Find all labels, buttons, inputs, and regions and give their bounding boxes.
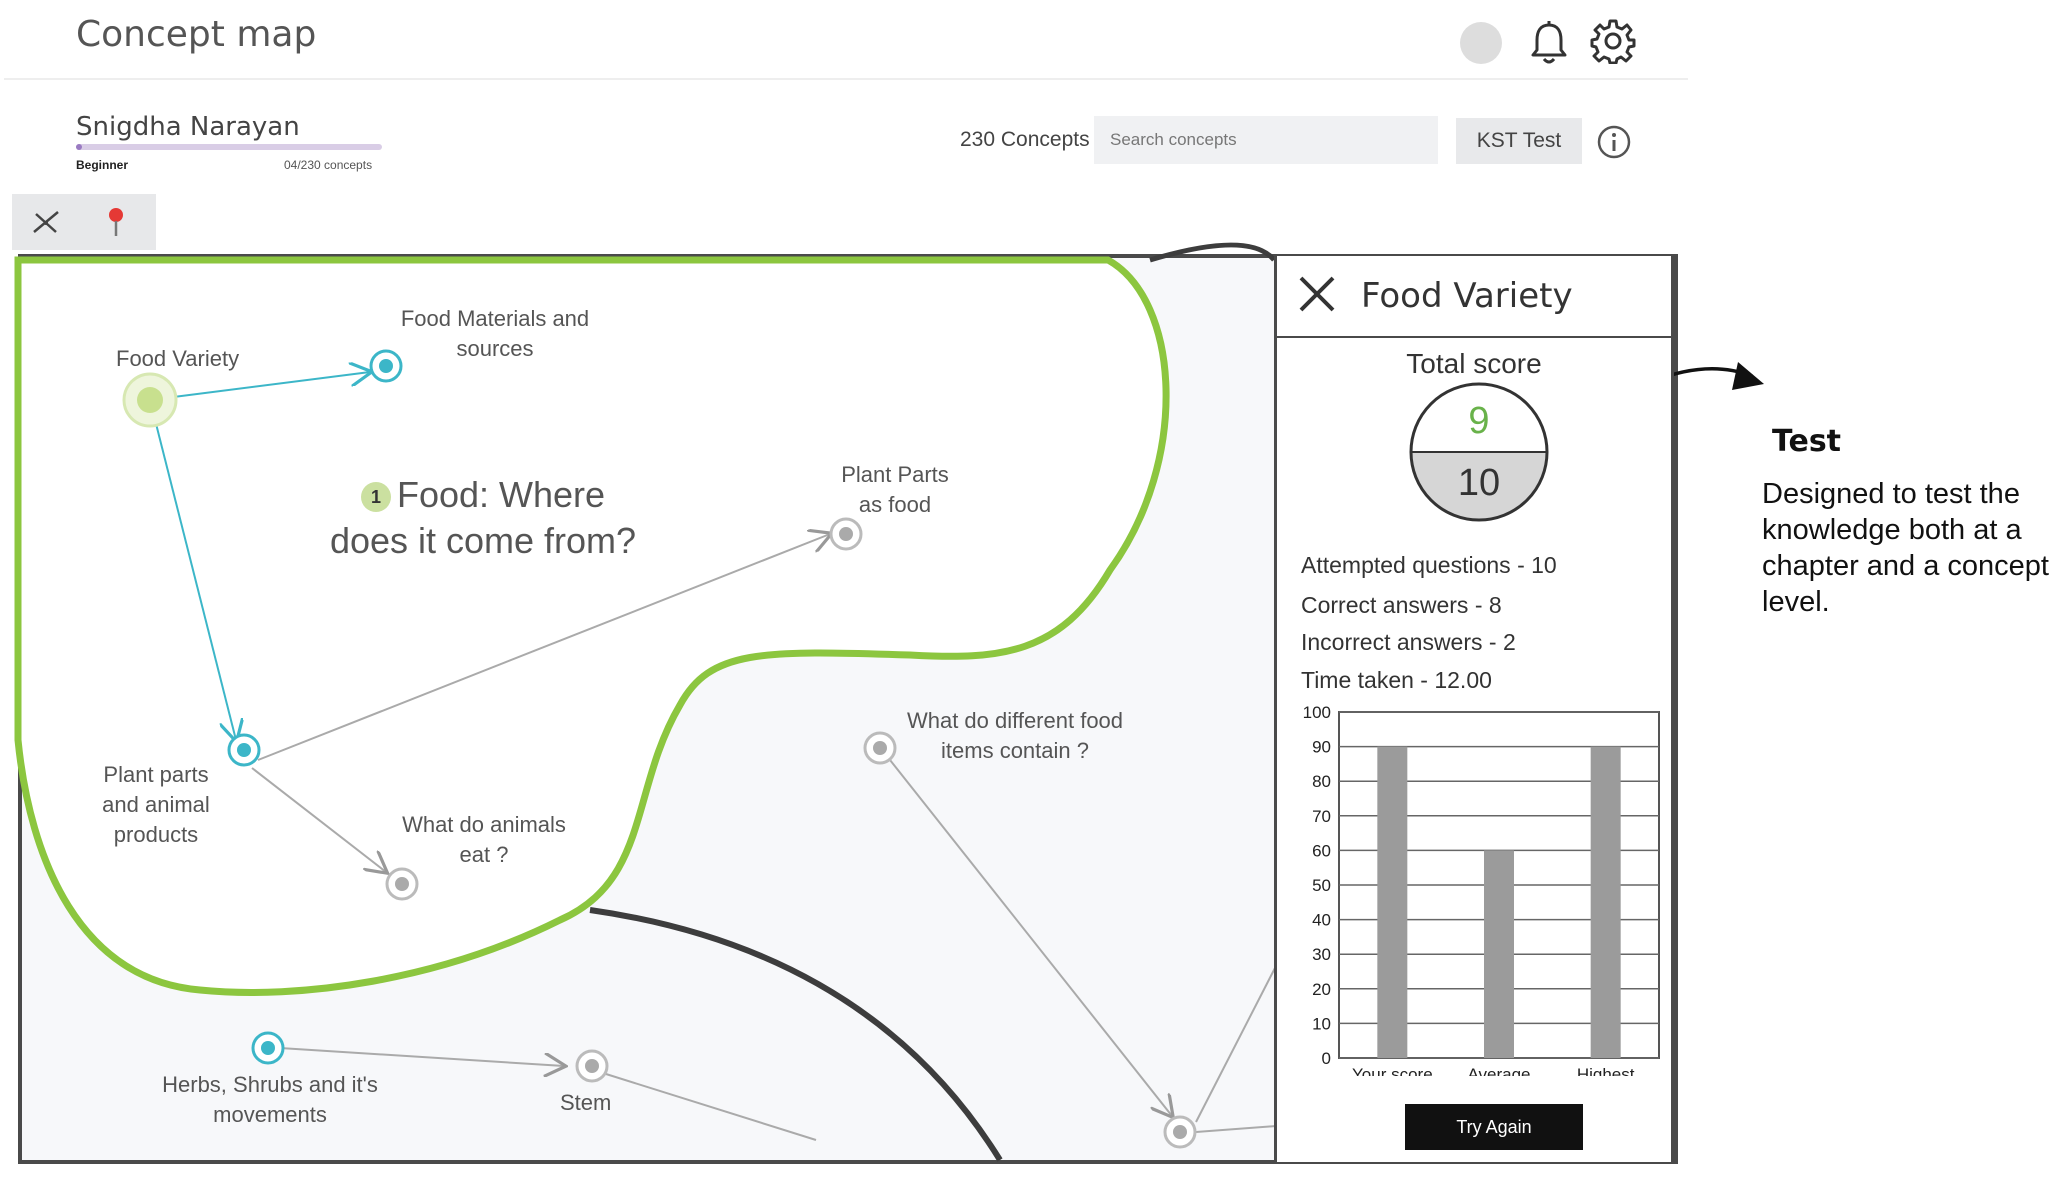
- header-divider: [4, 78, 1688, 80]
- edge: [889, 759, 1172, 1116]
- score-total: 10: [1457, 462, 1501, 504]
- node-stem-core: [585, 1059, 599, 1073]
- chart-ytick-label: 20: [1312, 980, 1331, 999]
- chart-ytick-label: 90: [1312, 738, 1331, 757]
- bell-icon[interactable]: [1528, 20, 1570, 66]
- chapter-title-text: Food: Where does it come from?: [329, 474, 637, 561]
- node-plant-parts-food-core: [839, 527, 853, 541]
- user-name: Snigdha Narayan: [76, 112, 300, 142]
- chart-category-label: Your score: [1352, 1065, 1433, 1076]
- chart-ytick-label: 50: [1312, 876, 1331, 895]
- edge: [251, 767, 386, 872]
- label-plant-parts-products[interactable]: Plant parts and animal products: [102, 762, 210, 847]
- chart-bar: [1484, 850, 1514, 1058]
- chapter-title[interactable]: 1 Food: Where does it come from?: [318, 472, 648, 564]
- edge: [1195, 965, 1277, 1123]
- edge: [149, 372, 370, 401]
- kst-test-button[interactable]: KST Test: [1456, 118, 1582, 164]
- chart-ytick-label: 30: [1312, 945, 1331, 964]
- node-stem[interactable]: [575, 1049, 609, 1083]
- panel-title: Food Variety: [1361, 276, 1573, 316]
- chart-ytick-label: 70: [1312, 807, 1331, 826]
- try-again-button[interactable]: Try Again: [1405, 1104, 1583, 1150]
- node-animals-eat-core: [395, 877, 409, 891]
- chart-ytick-label: 40: [1312, 911, 1331, 930]
- chart-category-label: Highest: [1577, 1065, 1635, 1076]
- node-plant-parts-food[interactable]: [829, 517, 863, 551]
- scissors-icon[interactable]: [26, 202, 66, 242]
- node-unlabeled-core: [1173, 1125, 1187, 1139]
- score-value: 9: [1468, 400, 1490, 442]
- node-food-items-core: [873, 741, 887, 755]
- chart-ytick-label: 80: [1312, 772, 1331, 791]
- label-food-materials[interactable]: Food Materials and sources: [400, 306, 590, 361]
- user-progress-bar: [76, 144, 382, 150]
- stat-incorrect: Incorrect answers - 2: [1301, 629, 1516, 655]
- annotation-body: Designed to test the knowledge both at a…: [1762, 478, 2049, 618]
- chart-ytick-label: 60: [1312, 841, 1331, 860]
- node-food-variety[interactable]: [122, 372, 178, 428]
- chart-bar: [1377, 746, 1408, 1058]
- stat-time: Time taken - 12.00: [1301, 667, 1492, 693]
- pin-icon[interactable]: [96, 202, 136, 242]
- close-icon[interactable]: [1297, 274, 1337, 314]
- edge: [1195, 1125, 1277, 1133]
- edge: [149, 399, 236, 740]
- annotation-title: Test: [1772, 424, 1842, 459]
- chart-category-label: Average: [1467, 1065, 1530, 1076]
- region-boundary: [589, 907, 1003, 1162]
- test-result-panel: Food Variety Total score 9 10 Attempted …: [1274, 254, 1674, 1162]
- concept-count: 230 Concepts: [960, 128, 1090, 151]
- label-food-variety[interactable]: Food Variety: [116, 346, 240, 371]
- node-herbs[interactable]: [251, 1031, 285, 1065]
- node-plant-parts-products-core: [237, 743, 251, 757]
- score-label: Total score: [1406, 348, 1542, 379]
- label-herbs[interactable]: Herbs, Shrubs and it's movements: [162, 1072, 378, 1127]
- edge: [279, 1047, 564, 1066]
- node-food-items[interactable]: [863, 731, 897, 765]
- label-stem[interactable]: Stem: [560, 1090, 612, 1115]
- annotation-arrowhead: [1732, 362, 1764, 390]
- edge: [257, 534, 830, 761]
- label-food-items[interactable]: What do different food items contain ?: [906, 708, 1124, 763]
- stat-correct: Correct answers - 8: [1301, 592, 1502, 618]
- score-dial: [1409, 382, 1549, 522]
- node-food-materials[interactable]: [369, 349, 403, 383]
- panel-divider: [1277, 336, 1671, 338]
- chapter-number-badge: 1: [360, 482, 391, 513]
- chart-ytick-label: 100: [1303, 703, 1331, 722]
- edge: [605, 1073, 817, 1141]
- node-unlabeled[interactable]: [1163, 1115, 1197, 1149]
- gear-icon[interactable]: [1590, 18, 1636, 64]
- map-tool-tabs: [12, 194, 156, 250]
- chart-ytick-label: 10: [1312, 1014, 1331, 1033]
- score-bar-chart: 0 10 20 30 40 50 60 70 80 90 100 Your score Average H…: [1303, 703, 1660, 1076]
- node-food-materials-core: [379, 359, 393, 373]
- node-animals-eat[interactable]: [385, 867, 419, 901]
- info-icon[interactable]: [1596, 124, 1632, 160]
- region-boundary: [1149, 242, 1276, 263]
- user-level: Beginner: [76, 158, 129, 172]
- user-progress-fill: [76, 144, 83, 150]
- node-food-variety-core: [137, 387, 163, 413]
- chart-bar: [1590, 746, 1621, 1058]
- user-concept-progress: 04/230 concepts: [284, 158, 373, 172]
- label-plant-parts-food[interactable]: Plant Parts as food: [841, 462, 949, 517]
- node-plant-parts-products[interactable]: [227, 733, 261, 767]
- chart-ytick-label: 0: [1322, 1049, 1331, 1068]
- label-animals-eat[interactable]: What do animals eat ?: [402, 812, 566, 867]
- avatar[interactable]: [1460, 22, 1502, 64]
- search-input[interactable]: [1094, 116, 1438, 164]
- page-title: Concept map: [76, 14, 317, 55]
- node-herbs-core: [261, 1041, 275, 1055]
- stat-attempted: Attempted questions - 10: [1301, 552, 1557, 578]
